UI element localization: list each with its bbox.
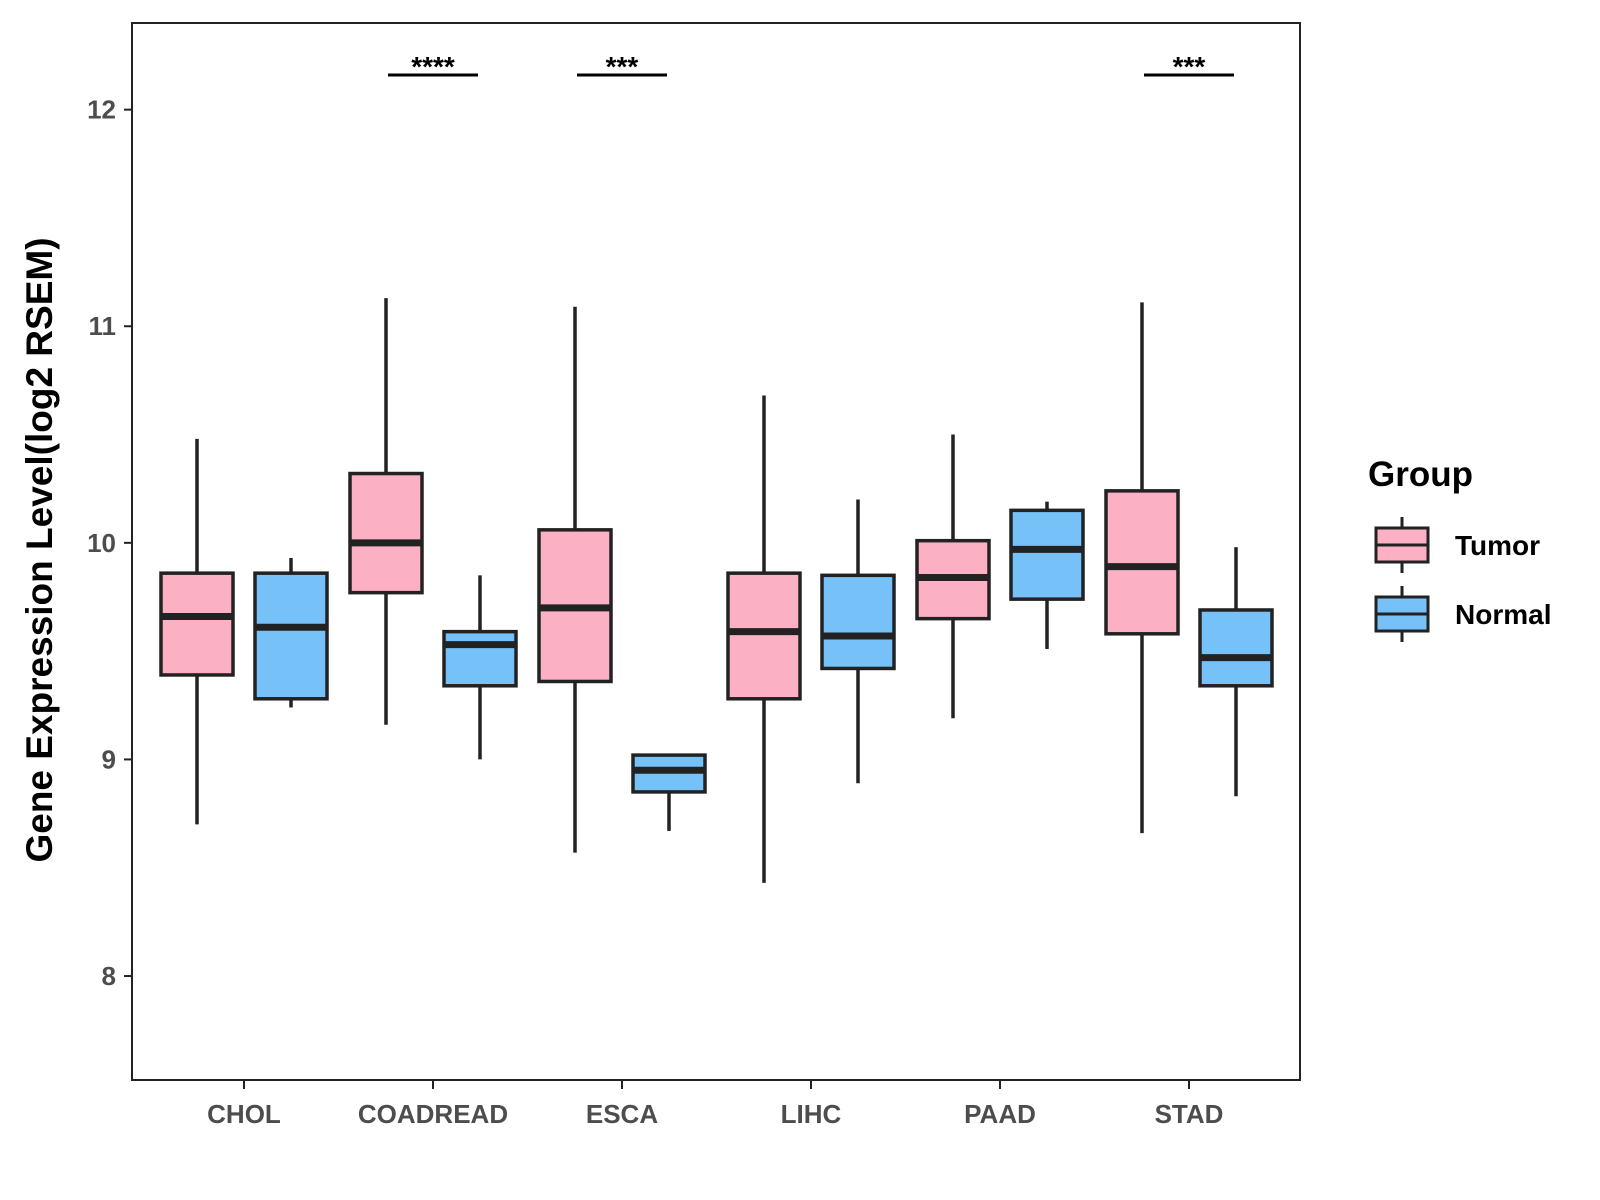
box-body — [1198, 608, 1274, 688]
significance-label: **** — [411, 51, 455, 82]
x-tick-label: CHOL — [207, 1099, 281, 1129]
box-normal-chol — [253, 557, 329, 708]
box-body — [820, 573, 896, 671]
box-body — [442, 629, 518, 688]
box-tumor-chol — [159, 438, 235, 825]
significance-label: *** — [1173, 51, 1206, 82]
legend-label: Tumor — [1455, 530, 1540, 561]
box-normal-coadread — [442, 575, 518, 760]
significance-esca: *** — [577, 51, 667, 82]
x-tick-label: STAD — [1155, 1099, 1224, 1129]
legend-title: Group — [1368, 455, 1473, 494]
legend-label: Normal — [1455, 599, 1551, 630]
y-axis-title: Gene Expression Level(log2 RSEM) — [19, 237, 60, 862]
box-body — [1009, 508, 1085, 601]
legend: Group Tumor Normal — [1368, 455, 1551, 642]
legend-item-tumor: Tumor — [1374, 517, 1540, 573]
box-series — [159, 298, 1274, 883]
x-tick-label: LIHC — [781, 1099, 842, 1129]
plot-panel-border — [131, 22, 1301, 1081]
legend-item-normal: Normal — [1374, 586, 1551, 642]
box-body — [348, 471, 424, 595]
box-body — [1104, 489, 1180, 636]
x-tick-label: PAAD — [964, 1099, 1036, 1129]
significance-annotations: **** *** *** — [388, 51, 1234, 82]
y-tick-label: 10 — [87, 528, 116, 558]
x-tick-label: COADREAD — [358, 1099, 508, 1129]
box-tumor-coadread — [348, 298, 424, 725]
box-normal-stad — [1198, 547, 1274, 797]
x-axis: CHOL COADREAD ESCA LIHC PAAD STAD — [207, 1080, 1223, 1129]
y-tick-label: 11 — [89, 311, 117, 341]
box-body — [726, 571, 802, 701]
significance-label: *** — [606, 51, 639, 82]
y-tick-label: 12 — [87, 95, 116, 125]
box-tumor-lihc — [726, 395, 802, 883]
box-tumor-stad — [1104, 302, 1180, 834]
x-tick-label: ESCA — [586, 1099, 658, 1129]
box-tumor-paad — [915, 434, 991, 719]
y-tick-label: 8 — [102, 961, 116, 991]
y-tick-label: 9 — [102, 744, 116, 774]
box-body — [159, 571, 235, 677]
y-axis: 8 9 10 11 12 — [87, 95, 132, 991]
box-body — [253, 571, 329, 701]
box-normal-esca — [631, 753, 707, 831]
box-normal-paad — [1009, 501, 1085, 649]
box-normal-lihc — [820, 499, 896, 784]
significance-coadread: **** — [388, 51, 478, 82]
box-tumor-esca — [537, 306, 613, 853]
significance-stad: *** — [1144, 51, 1234, 82]
